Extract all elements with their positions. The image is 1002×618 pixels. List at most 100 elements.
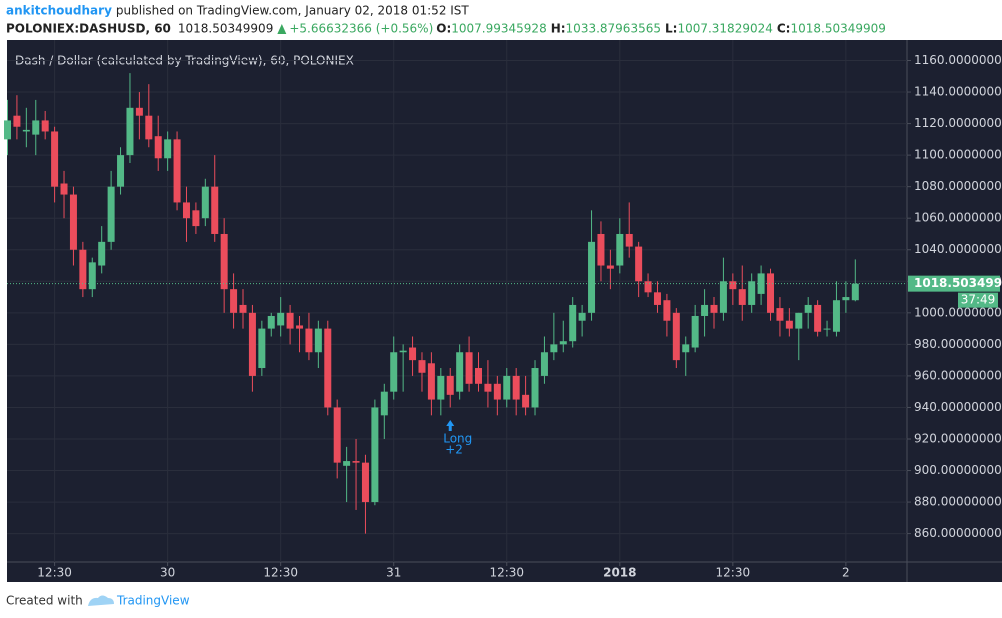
chart-panel [7,40,1002,582]
candle-body [757,273,765,294]
candle-body [672,312,680,361]
candle-body [710,304,718,313]
candle-body [578,312,586,321]
candle-body [98,241,106,266]
candle-body [437,375,445,400]
candle-body [230,289,238,313]
candle-body [192,210,200,227]
y-tick-label: 1100.00000000 [914,148,1002,162]
countdown: 37:49 [961,293,996,307]
tradingview-logo [88,595,114,606]
candle-body [211,186,219,234]
candle-body [173,139,181,203]
candle-body [409,347,417,361]
y-tick-label: 1060.00000000 [914,211,1002,225]
candle-body [701,304,709,316]
candle-body [738,289,746,305]
candle-body [814,304,822,332]
candle-body [832,300,840,332]
candle-body [69,194,77,250]
y-tick-label: 1160.00000000 [914,53,1002,67]
candle-body [135,107,143,116]
candle-body [107,186,115,242]
close-label: C: [777,22,791,36]
signal-label: Long [443,432,472,446]
candle-body [729,281,737,290]
candle-body [164,139,172,159]
y-tick-label: 920.00000000 [914,431,1002,445]
candle-body [465,352,473,384]
candle-body [569,304,577,342]
candle-body [531,368,539,408]
footer-brand[interactable]: TradingView [116,594,190,608]
y-tick-label: 1140.00000000 [914,85,1002,99]
y-tick-label: 1080.00000000 [914,179,1002,193]
candle-body [559,341,567,345]
candle-body [503,375,511,400]
candle-body [22,129,30,132]
candle-body [390,352,398,392]
low-label: L: [665,22,677,36]
author: ankitchoudhary [6,4,112,18]
x-tick-label: 12:30 [263,566,298,580]
candle-body [446,375,454,395]
candle-body [653,292,661,305]
candle-body [60,183,68,195]
candle-body [691,315,699,348]
candle-body [512,375,520,400]
candle-body [4,120,11,140]
candle-body [267,315,275,329]
candle-body [239,304,247,313]
candle-body [493,383,501,400]
candle-body [371,407,379,503]
published-info: published on TradingView.com, January 02… [116,4,470,18]
candle-body [286,312,294,329]
candle-body [823,328,831,330]
y-tick-label: 880.00000000 [914,495,1002,509]
open-label: O: [436,22,451,36]
candle-body [776,308,784,321]
candle-body [851,283,859,301]
candle-body [220,233,228,290]
high-value: 1033.87963565 [566,22,661,36]
candle-body [484,383,492,392]
candle-body [597,233,605,266]
candle-body [277,312,285,326]
candle-body [41,120,49,132]
candle-body [258,328,266,369]
x-tick-label: 12:30 [716,566,751,580]
candle-body [32,120,40,135]
y-tick-label: 960.00000000 [914,368,1002,382]
x-tick-label: 12:30 [37,566,72,580]
change-arrow [277,24,287,34]
y-tick-label: 980.00000000 [914,337,1002,351]
footer-text: Created with [6,594,83,608]
signal-arrow [446,420,455,431]
candle-body [117,155,125,187]
candle-body [13,115,21,127]
candle-body [126,107,134,156]
candle-body [644,281,652,293]
candle-body [343,461,351,466]
candle-body [399,350,407,353]
candle-body [145,115,153,140]
candle-body [79,249,87,290]
last-price-box [908,275,1000,292]
candle-body [663,300,671,321]
candle-body [682,344,690,353]
candle-body [456,352,464,392]
candle-body [296,325,304,329]
candle-body [550,344,558,353]
low-value: 1007.31829024 [677,22,772,36]
candle-body [795,312,803,329]
x-tick-label: 12:30 [489,566,524,580]
candle-body [522,394,530,408]
candle-body [324,328,332,408]
candle-body [475,368,482,384]
y-tick-label: 860.00000000 [914,526,1002,540]
candle-body [154,136,162,159]
signal-size: +2 [445,443,463,457]
y-tick-label: 940.00000000 [914,400,1002,414]
high-label: H: [551,22,566,36]
